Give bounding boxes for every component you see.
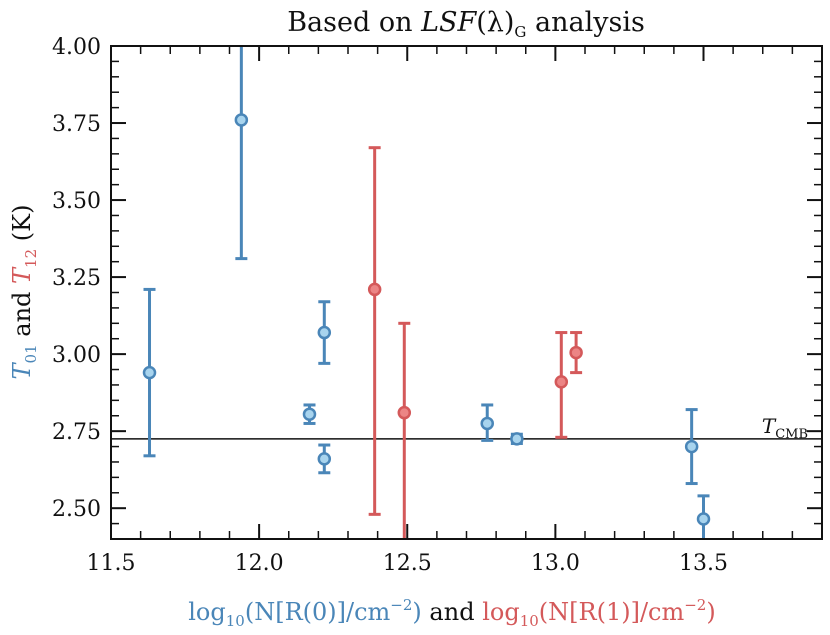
point-t01-1 (142, 287, 157, 458)
point-t01-7 (510, 432, 524, 446)
y-tick-label: 3.75 (52, 112, 101, 137)
tcmb-label: TCMB (762, 414, 808, 442)
plot-frame (110, 45, 823, 540)
point-t12-4 (569, 331, 583, 375)
point-t01-3 (302, 403, 317, 425)
point-t01-2 (234, 46, 249, 261)
data-point (367, 282, 382, 297)
point-t12-2 (397, 321, 412, 539)
axis-ticks: 11.5 12.0 12.5 13.0 13.5 2.50 2.75 3.00 3.25 3.50… (52, 35, 823, 576)
data-point (554, 375, 569, 389)
y-tick-label: 2.75 (52, 420, 101, 445)
point-t01-6 (480, 403, 494, 442)
point-t01-5 (317, 443, 332, 475)
data-point (510, 432, 524, 446)
y-tick-label: 3.50 (52, 189, 101, 214)
data-point (317, 325, 332, 340)
x-tick-label: 12.5 (383, 551, 432, 576)
y-tick-label: 4.00 (52, 35, 101, 60)
data-point (234, 113, 249, 127)
x-tick-label: 13.0 (531, 551, 580, 576)
data-point (142, 365, 157, 380)
chart-title: Based on LSF(λ)G analysis (287, 7, 645, 41)
point-t12-3 (554, 331, 569, 439)
y-axis-label: T01 and T12 (K) (8, 205, 40, 380)
point-t12-1 (367, 146, 382, 516)
data-point (302, 407, 317, 421)
x-tick-label: 11.5 (87, 551, 136, 576)
data-point (569, 345, 583, 360)
point-t01-8 (684, 408, 699, 486)
data-marks (142, 46, 711, 539)
point-t01-9 (696, 494, 711, 539)
y-tick-label: 3.25 (52, 266, 101, 291)
data-point (684, 439, 699, 454)
tcmb-reference: TCMB (111, 414, 822, 442)
y-tick-label: 3.00 (52, 343, 101, 368)
y-tick-label: 2.50 (52, 497, 101, 522)
data-point (696, 512, 711, 526)
point-t01-4 (317, 300, 332, 365)
data-point (480, 416, 494, 431)
data-point (397, 405, 412, 420)
data-point (317, 452, 332, 466)
x-axis-label: log10(N[R(0)]/cm−2) and log10(N[R(1)]/cm… (188, 596, 715, 630)
x-tick-label: 12.0 (235, 551, 284, 576)
x-tick-label: 13.5 (679, 551, 728, 576)
